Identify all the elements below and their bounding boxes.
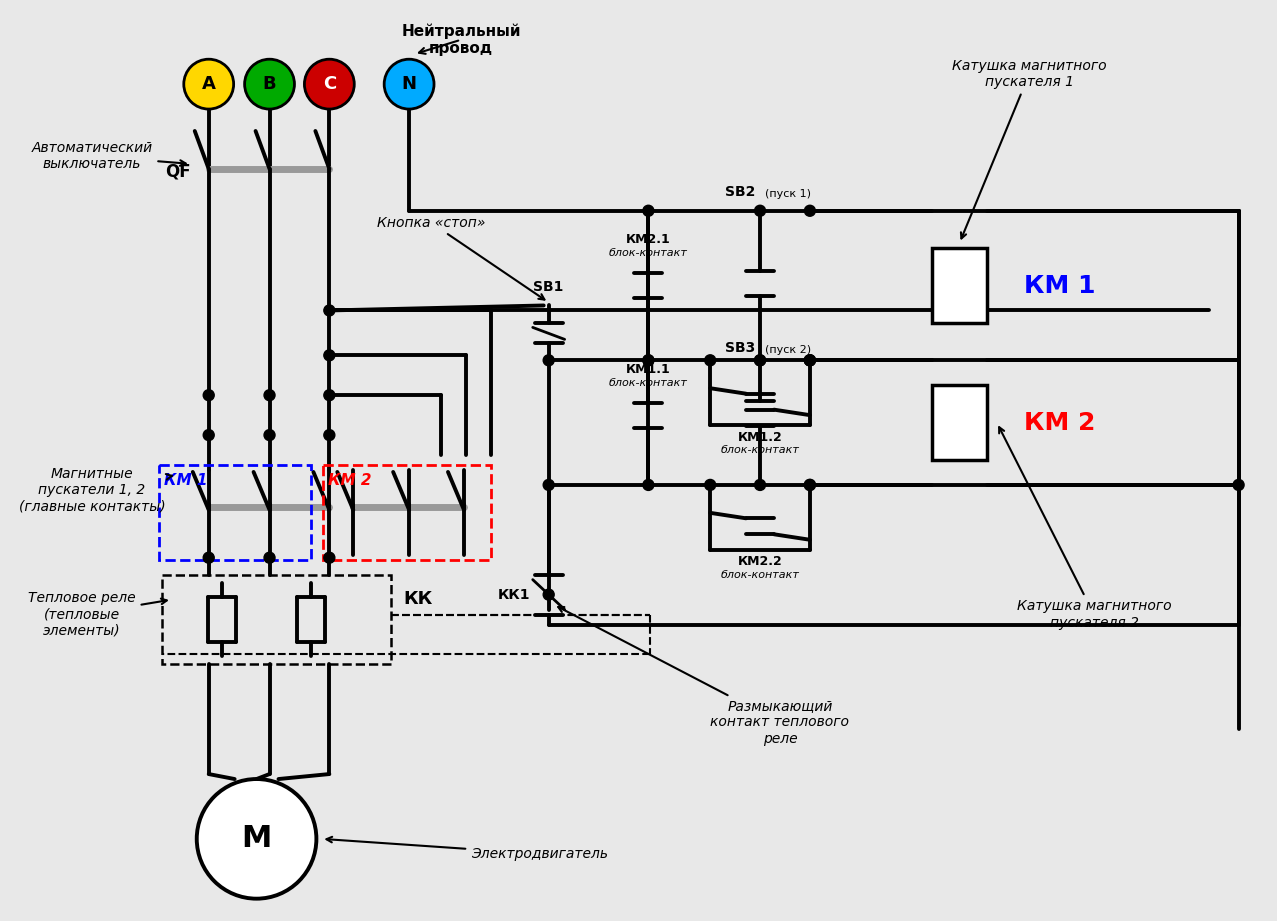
Text: Кнопка «стоп»: Кнопка «стоп» bbox=[377, 216, 544, 299]
Text: КМ1.1: КМ1.1 bbox=[626, 363, 670, 376]
Text: КМ 1: КМ 1 bbox=[163, 473, 207, 488]
Circle shape bbox=[805, 480, 816, 490]
Circle shape bbox=[642, 205, 654, 216]
Text: КМ2.2: КМ2.2 bbox=[738, 555, 783, 568]
Text: блок-контакт: блок-контакт bbox=[609, 248, 688, 258]
Circle shape bbox=[805, 355, 816, 366]
Text: М: М bbox=[241, 824, 272, 854]
Circle shape bbox=[203, 553, 215, 563]
Text: Автоматический
выключатель: Автоматический выключатель bbox=[32, 141, 185, 171]
Text: Катушка магнитного
пускателя 2: Катушка магнитного пускателя 2 bbox=[999, 427, 1171, 630]
Circle shape bbox=[642, 355, 654, 366]
Circle shape bbox=[197, 779, 317, 899]
Circle shape bbox=[805, 355, 816, 366]
Bar bbox=[932, 248, 987, 323]
Text: (пуск 2): (пуск 2) bbox=[765, 345, 811, 356]
Text: Магнитные
пускатели 1, 2
(главные контакты): Магнитные пускатели 1, 2 (главные контак… bbox=[19, 467, 172, 513]
Circle shape bbox=[264, 553, 275, 563]
Text: Нейтральный
провод: Нейтральный провод bbox=[401, 23, 521, 56]
Text: B: B bbox=[263, 76, 276, 93]
Circle shape bbox=[642, 480, 654, 490]
Text: C: C bbox=[323, 76, 336, 93]
Circle shape bbox=[755, 205, 765, 216]
Circle shape bbox=[705, 480, 715, 490]
Circle shape bbox=[264, 390, 275, 401]
Bar bbox=[323, 465, 490, 560]
Circle shape bbox=[705, 355, 715, 366]
Text: Электродвигатель: Электродвигатель bbox=[327, 837, 608, 861]
Text: КМ 1: КМ 1 bbox=[1024, 274, 1096, 297]
Text: Катушка магнитного
пускателя 1: Катушка магнитного пускателя 1 bbox=[951, 59, 1107, 239]
Text: Размыкающий
контакт теплового
реле: Размыкающий контакт теплового реле bbox=[558, 607, 849, 746]
Text: Тепловое реле
(тепловые
элементы): Тепловое реле (тепловые элементы) bbox=[28, 591, 167, 637]
Circle shape bbox=[642, 355, 654, 366]
Circle shape bbox=[543, 589, 554, 600]
Text: SB2: SB2 bbox=[724, 185, 755, 199]
Text: QF: QF bbox=[165, 163, 190, 181]
Text: SB3: SB3 bbox=[725, 342, 755, 356]
Text: (пуск 1): (пуск 1) bbox=[765, 189, 811, 199]
Circle shape bbox=[203, 429, 215, 440]
Text: КМ1.2: КМ1.2 bbox=[738, 431, 783, 444]
Circle shape bbox=[805, 355, 816, 366]
Text: SB1: SB1 bbox=[534, 279, 564, 294]
Circle shape bbox=[324, 350, 335, 361]
Text: A: A bbox=[202, 76, 216, 93]
Circle shape bbox=[324, 553, 335, 563]
Bar bbox=[932, 385, 987, 460]
Text: блок-контакт: блок-контакт bbox=[720, 445, 799, 455]
Circle shape bbox=[184, 59, 234, 109]
Circle shape bbox=[755, 355, 765, 366]
Circle shape bbox=[755, 355, 765, 366]
Circle shape bbox=[805, 205, 816, 216]
Circle shape bbox=[203, 390, 215, 401]
Circle shape bbox=[1234, 480, 1244, 490]
Circle shape bbox=[805, 480, 816, 490]
Circle shape bbox=[543, 480, 554, 490]
Text: КМ 2: КМ 2 bbox=[1024, 411, 1096, 435]
Bar bbox=[158, 465, 312, 560]
Circle shape bbox=[324, 390, 335, 401]
Circle shape bbox=[264, 429, 275, 440]
Text: блок-контакт: блок-контакт bbox=[609, 378, 688, 388]
Circle shape bbox=[324, 429, 335, 440]
Text: КМ2.1: КМ2.1 bbox=[626, 233, 670, 246]
Text: блок-контакт: блок-контакт bbox=[720, 570, 799, 579]
Text: КК: КК bbox=[404, 589, 433, 608]
Text: КМ 2: КМ 2 bbox=[328, 473, 372, 488]
Text: N: N bbox=[401, 76, 416, 93]
Circle shape bbox=[324, 305, 335, 316]
Circle shape bbox=[755, 480, 765, 490]
Circle shape bbox=[543, 355, 554, 366]
Text: КК1: КК1 bbox=[498, 588, 531, 601]
Circle shape bbox=[245, 59, 295, 109]
Circle shape bbox=[384, 59, 434, 109]
Circle shape bbox=[304, 59, 354, 109]
Bar bbox=[162, 575, 391, 664]
